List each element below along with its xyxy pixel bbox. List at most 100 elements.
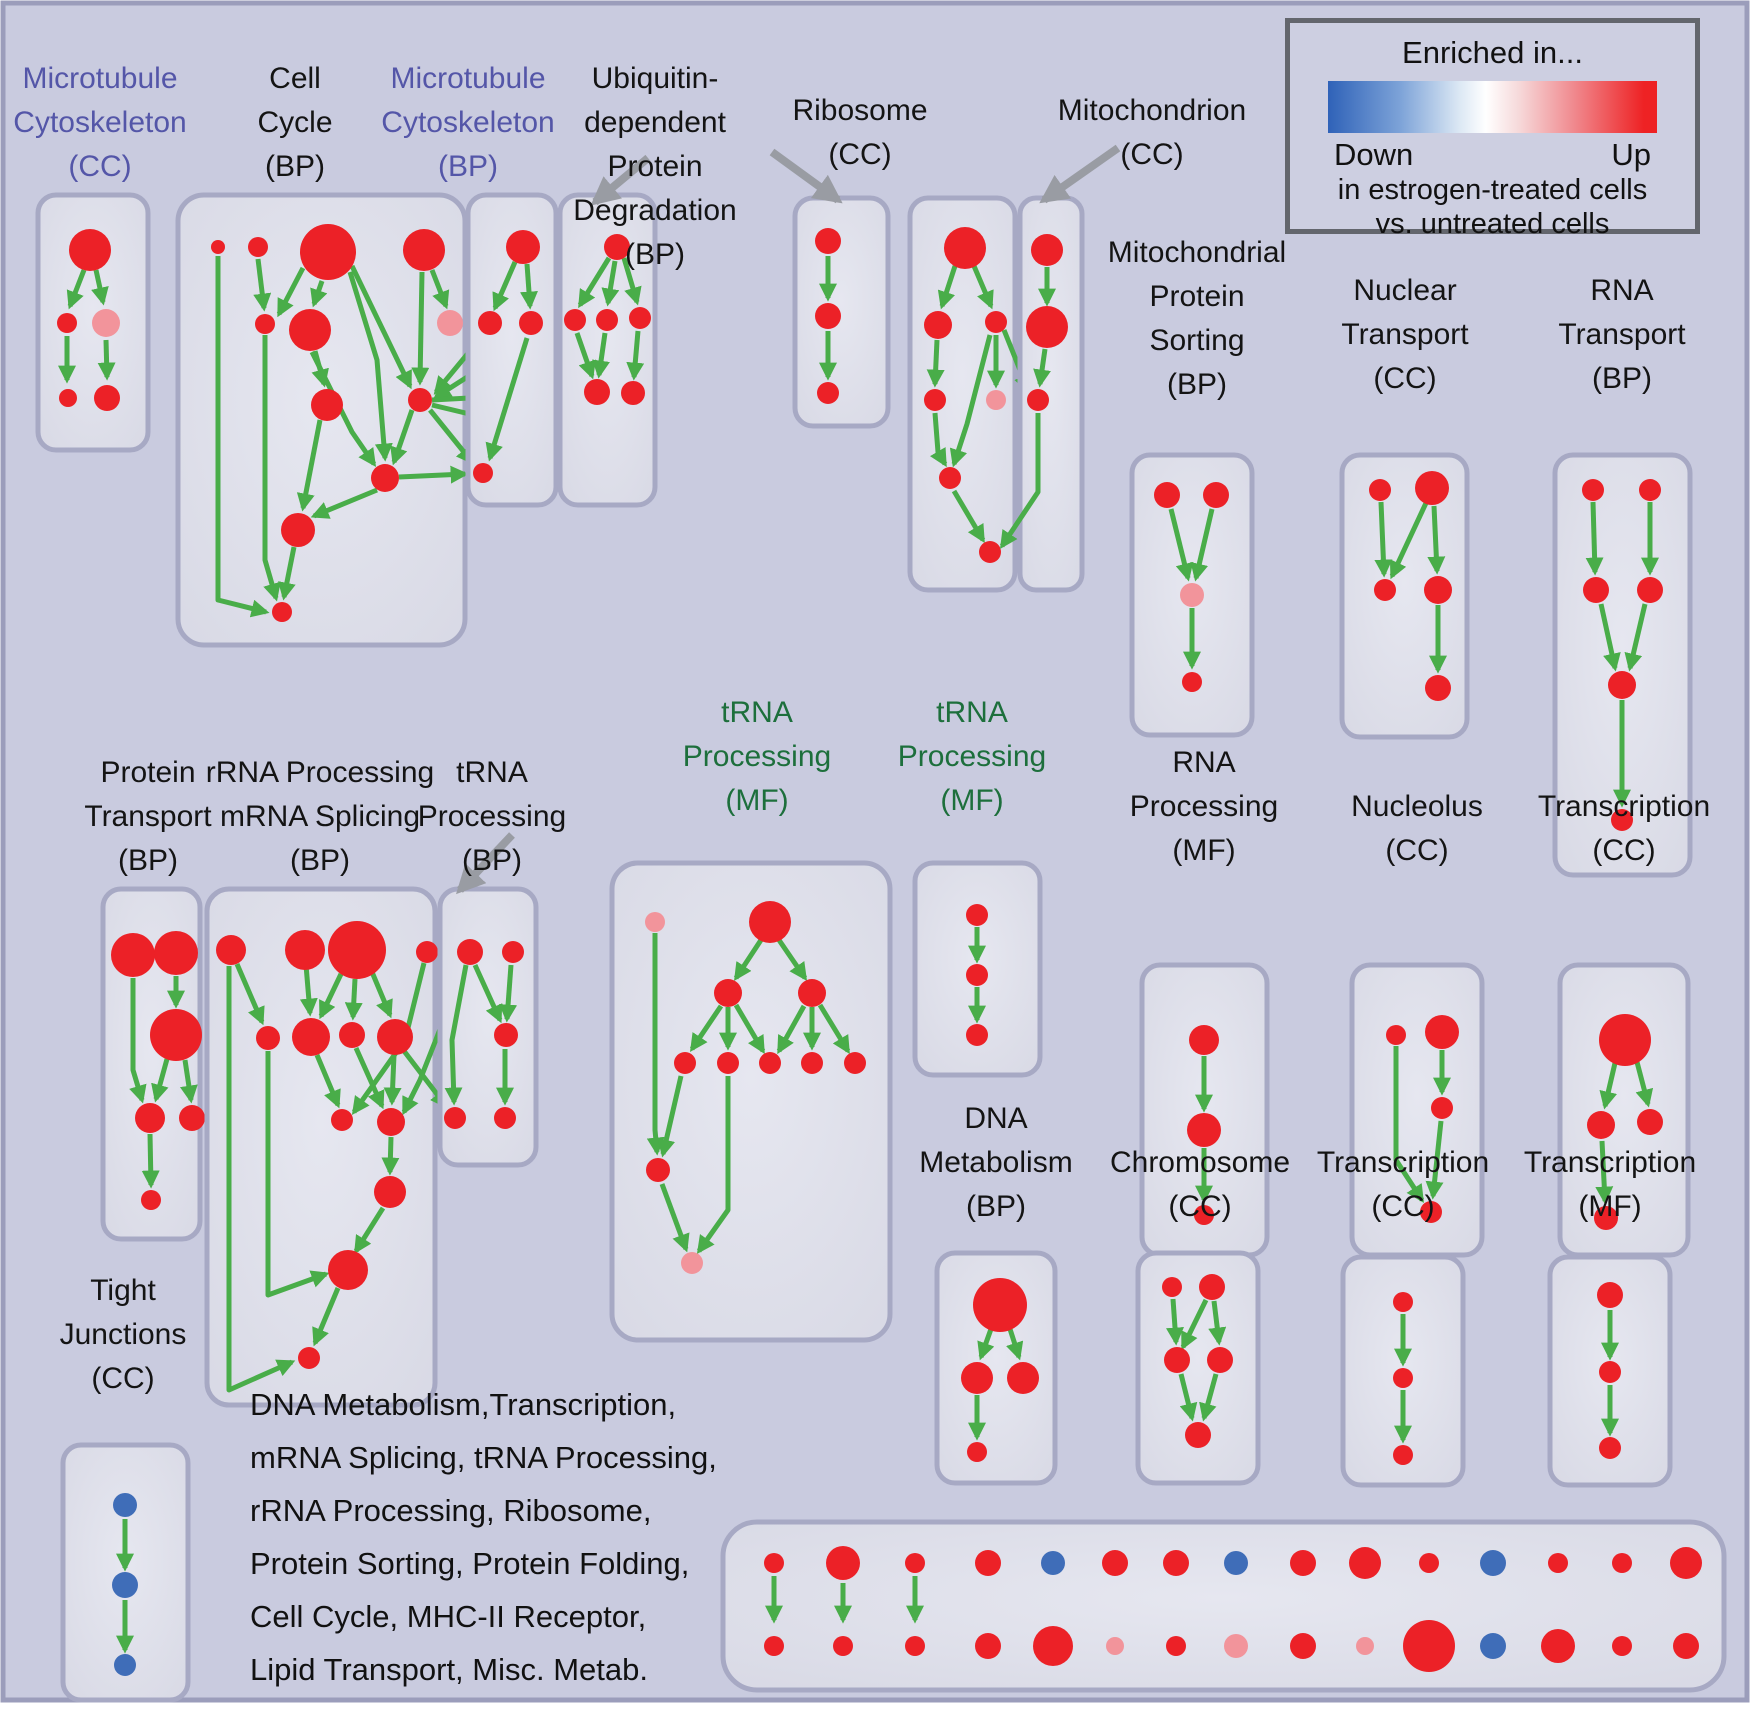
chromosome-box-node[interactable] (1185, 1422, 1211, 1448)
trna-processing-mf-box-1-node[interactable] (844, 1052, 866, 1074)
rrna-processing-box-node[interactable] (377, 1108, 405, 1136)
rrna-processing-box-node[interactable] (339, 1022, 365, 1048)
microtubule-cytoskeleton-cc-node[interactable] (92, 309, 120, 337)
trna-processing-mf-box-1-node[interactable] (714, 979, 742, 1007)
misc-col-0-bottom-node[interactable] (764, 1636, 784, 1656)
protein-transport-box-node[interactable] (154, 931, 198, 975)
misc-col-9-top-node[interactable] (1349, 1547, 1381, 1579)
ubiquitin-box-a-node[interactable] (584, 379, 610, 405)
ubiquitin-box-b-node[interactable] (817, 382, 839, 404)
misc-col-1-bottom-node[interactable] (833, 1636, 853, 1656)
misc-col-5-top-node[interactable] (1102, 1550, 1128, 1576)
ubiquitin-box-b-node[interactable] (815, 303, 841, 329)
transcription-cc-lower-box-node[interactable] (1393, 1445, 1413, 1465)
rrna-processing-box-node[interactable] (285, 930, 325, 970)
misc-col-13-top-node[interactable] (1612, 1553, 1632, 1573)
ribosome-cc-box-node[interactable] (985, 311, 1007, 333)
cell-cycle-bp-node[interactable] (272, 602, 292, 622)
trna-processing-mf-box-1-node[interactable] (681, 1252, 703, 1274)
nucleolus-box-node[interactable] (1431, 1097, 1453, 1119)
nucleolus-box-node[interactable] (1420, 1201, 1442, 1223)
cell-cycle-bp-node[interactable] (211, 240, 225, 254)
trna-processing-mf-box-1-node[interactable] (801, 1052, 823, 1074)
chromosome-box-node[interactable] (1207, 1347, 1233, 1373)
misc-col-7-top-node[interactable] (1224, 1551, 1248, 1575)
misc-col-0-top-node[interactable] (764, 1553, 784, 1573)
trna-processing-mf-box-1-node[interactable] (717, 1052, 739, 1074)
rna-processing-mf-box-node[interactable] (1194, 1205, 1214, 1225)
mitochondrion-cc-box-node[interactable] (1031, 234, 1063, 266)
cell-cycle-bp-node[interactable] (255, 314, 275, 334)
mitochondrion-cc-box-node[interactable] (1027, 389, 1049, 411)
chromosome-box-node[interactable] (1164, 1347, 1190, 1373)
trna-processing-mf-box-1-node[interactable] (749, 901, 791, 943)
misc-col-6-bottom-node[interactable] (1166, 1636, 1186, 1656)
transcription-cc-upper-box-node[interactable] (1637, 1109, 1663, 1135)
nuclear-transport-box-node[interactable] (1415, 471, 1449, 505)
microtubule-cytoskeleton-bp-box-node[interactable] (478, 311, 502, 335)
transcription-cc-lower-box-node[interactable] (1393, 1368, 1413, 1388)
misc-col-3-top-node[interactable] (975, 1550, 1001, 1576)
ribosome-cc-box-node[interactable] (924, 389, 946, 411)
transcription-mf-box-node[interactable] (1599, 1361, 1621, 1383)
tight-junctions-box-node[interactable] (113, 1493, 137, 1517)
rna-processing-mf-box-node[interactable] (1189, 1025, 1219, 1055)
trna-processing-bp-box-node[interactable] (457, 939, 483, 965)
misc-col-6-top-node[interactable] (1163, 1550, 1189, 1576)
rna-transport-box-node[interactable] (1611, 809, 1633, 831)
rna-transport-box-node[interactable] (1639, 479, 1661, 501)
ubiquitin-box-a-node[interactable] (564, 309, 586, 331)
transcription-cc-upper-box-node[interactable] (1594, 1206, 1618, 1230)
chromosome-box-node[interactable] (1162, 1277, 1182, 1297)
ubiquitin-box-a-node[interactable] (629, 307, 651, 329)
misc-col-3-bottom-node[interactable] (975, 1633, 1001, 1659)
misc-col-9-bottom-node[interactable] (1356, 1637, 1374, 1655)
microtubule-cytoskeleton-cc-node[interactable] (59, 389, 77, 407)
trna-processing-mf-box-2-node[interactable] (966, 964, 988, 986)
ubiquitin-box-a-node[interactable] (596, 309, 618, 331)
ribosome-cc-box-node[interactable] (979, 541, 1001, 563)
cell-cycle-bp-node[interactable] (408, 388, 432, 412)
dna-metabolism-box-node[interactable] (973, 1278, 1027, 1332)
misc-col-13-bottom-node[interactable] (1612, 1636, 1632, 1656)
ribosome-cc-box-node[interactable] (939, 467, 961, 489)
misc-col-2-top-node[interactable] (905, 1553, 925, 1573)
nuclear-transport-box-node[interactable] (1424, 576, 1452, 604)
rna-transport-box-node[interactable] (1582, 479, 1604, 501)
mitochondrial-protein-sorting-box-node[interactable] (1203, 482, 1229, 508)
misc-col-12-top-node[interactable] (1548, 1553, 1568, 1573)
misc-col-14-top-node[interactable] (1670, 1547, 1702, 1579)
rrna-processing-box-node[interactable] (374, 1176, 406, 1208)
dna-metabolism-box-node[interactable] (961, 1362, 993, 1394)
transcription-cc-upper-box-node[interactable] (1587, 1111, 1615, 1139)
microtubule-cytoskeleton-bp-box-node[interactable] (519, 311, 543, 335)
rrna-processing-box-node[interactable] (256, 1026, 280, 1050)
rna-processing-mf-box-node[interactable] (1187, 1113, 1221, 1147)
microtubule-cytoskeleton-bp-box-node[interactable] (473, 463, 493, 483)
transcription-cc-upper-box-node[interactable] (1599, 1014, 1651, 1066)
microtubule-cytoskeleton-cc-node[interactable] (57, 313, 77, 333)
cell-cycle-bp-node[interactable] (437, 310, 463, 336)
transcription-mf-box-node[interactable] (1599, 1437, 1621, 1459)
cell-cycle-bp-node[interactable] (311, 389, 343, 421)
misc-col-5-bottom-node[interactable] (1106, 1637, 1124, 1655)
rrna-processing-box-node[interactable] (416, 941, 438, 963)
misc-col-11-bottom-node[interactable] (1480, 1633, 1506, 1659)
misc-col-4-bottom-node[interactable] (1033, 1626, 1073, 1666)
tight-junctions-box-node[interactable] (112, 1572, 138, 1598)
protein-transport-box-node[interactable] (179, 1105, 205, 1131)
ubiquitin-box-a-node[interactable] (604, 234, 630, 260)
misc-col-10-bottom-node[interactable] (1403, 1620, 1455, 1672)
misc-col-8-top-node[interactable] (1290, 1550, 1316, 1576)
misc-col-11-top-node[interactable] (1480, 1550, 1506, 1576)
cell-cycle-bp-node[interactable] (281, 513, 315, 547)
trna-processing-bp-box-node[interactable] (494, 1023, 518, 1047)
transcription-mf-box-node[interactable] (1597, 1282, 1623, 1308)
ribosome-cc-box-node[interactable] (924, 311, 952, 339)
protein-transport-box-node[interactable] (150, 1009, 202, 1061)
rna-transport-box-node[interactable] (1637, 577, 1663, 603)
rna-transport-box-node[interactable] (1583, 577, 1609, 603)
nuclear-transport-box-node[interactable] (1369, 479, 1391, 501)
misc-col-12-bottom-node[interactable] (1541, 1629, 1575, 1663)
microtubule-cytoskeleton-cc-node[interactable] (94, 385, 120, 411)
